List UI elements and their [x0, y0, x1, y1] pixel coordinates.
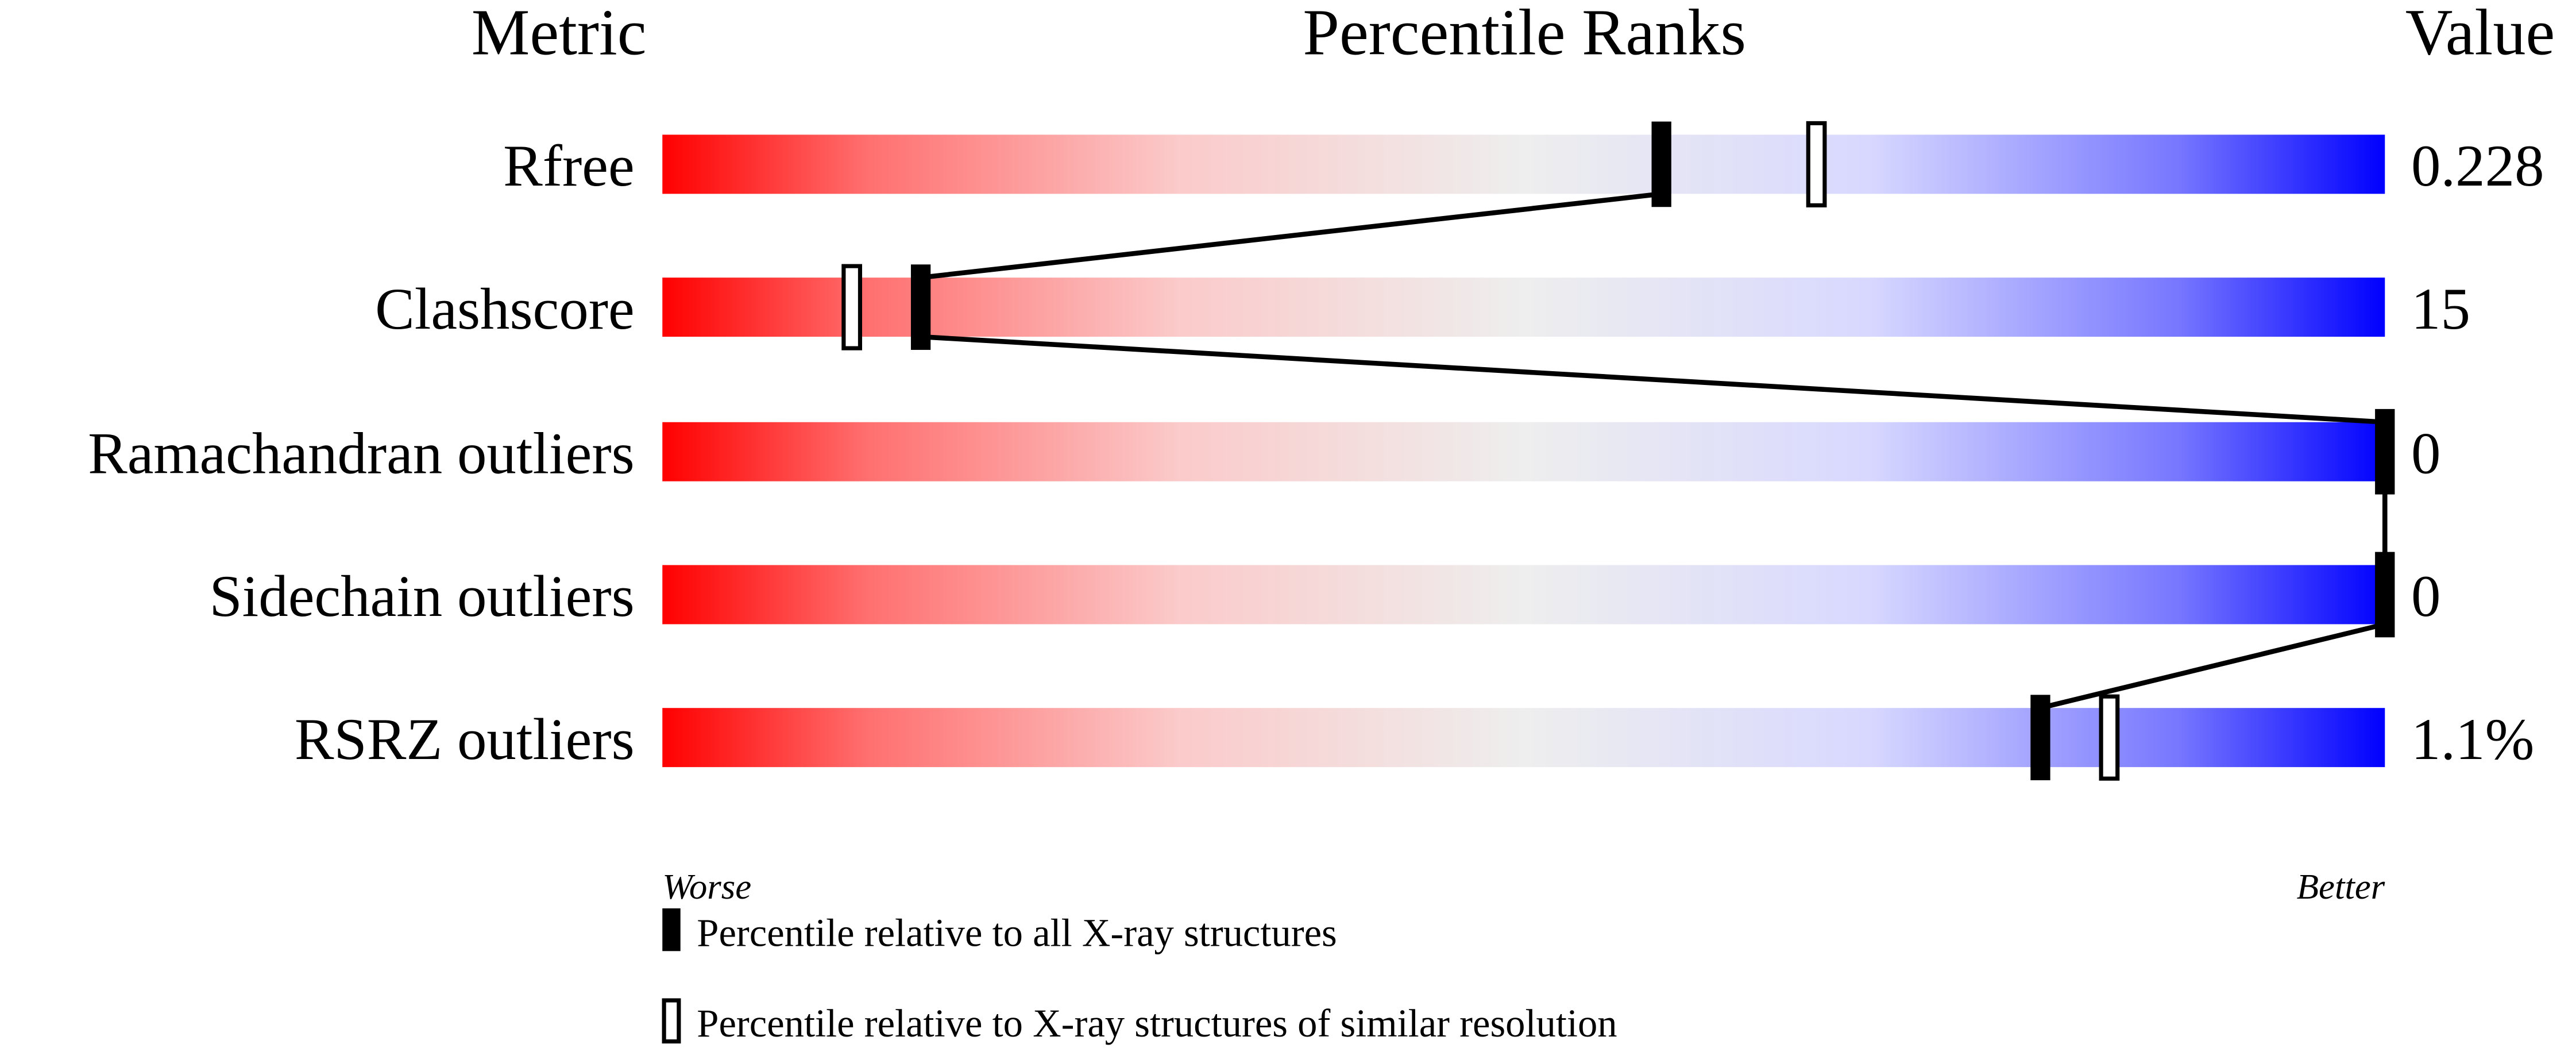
- metric-row: Ramachandran outliers 0: [88, 409, 2440, 495]
- metric-row: Rfree 0.228: [503, 121, 2544, 207]
- metric-label: Clashscore: [375, 276, 635, 342]
- connector-line: [920, 191, 1662, 280]
- metric-value: 0: [2411, 421, 2440, 486]
- percentile-bar: [662, 134, 2385, 194]
- similar-resolution-marker: [1806, 121, 1827, 207]
- percentile-bar: [662, 565, 2385, 625]
- similar-resolution-marker: [841, 264, 863, 350]
- legend-open-marker: [662, 998, 681, 1044]
- metric-row: RSRZ outliers 1.1%: [295, 694, 2534, 781]
- connector-line: [2040, 622, 2386, 711]
- percentile-bar: [662, 278, 2385, 337]
- legend-similar-label: Percentile relative to X-ray structures …: [697, 1001, 1617, 1045]
- legend-all-label: Percentile relative to all X-ray structu…: [697, 911, 1337, 955]
- header-value: Value: [2405, 0, 2555, 68]
- metric-label: Ramachandran outliers: [88, 421, 635, 486]
- metric-label: Sidechain outliers: [209, 564, 634, 629]
- header-percentile-ranks: Percentile Ranks: [1303, 0, 1746, 68]
- percentile-bar: [662, 422, 2385, 481]
- similar-resolution-marker: [2099, 694, 2120, 781]
- axis-better-label: Better: [2297, 866, 2385, 907]
- metric-value: 15: [2411, 276, 2470, 342]
- metric-row: Sidechain outliers 0: [209, 552, 2440, 638]
- metric-label: RSRZ outliers: [295, 707, 635, 772]
- axis-worse-label: Worse: [662, 866, 751, 907]
- connector-line: [920, 334, 2385, 425]
- all-structures-marker: [2030, 695, 2050, 780]
- all-structures-marker: [2375, 552, 2395, 638]
- metric-label: Rfree: [503, 133, 635, 199]
- metric-value: 0: [2411, 564, 2440, 629]
- header-metric: Metric: [472, 0, 647, 68]
- legend-filled-marker: [662, 908, 681, 951]
- metric-row: Clashscore 15: [375, 264, 2470, 350]
- percentile-bar: [662, 708, 2385, 768]
- metric-value: 1.1%: [2411, 707, 2534, 772]
- metric-value: 0.228: [2411, 133, 2544, 199]
